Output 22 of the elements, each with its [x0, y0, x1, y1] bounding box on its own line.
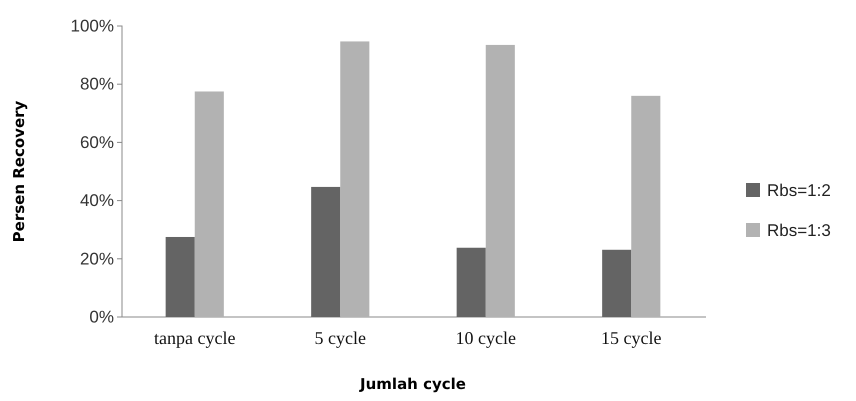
x-tick-label: 10 cycle — [456, 328, 516, 348]
y-axis-title: Persen Recovery — [10, 100, 28, 242]
bar — [486, 44, 515, 317]
y-tick-label: 40% — [80, 191, 114, 210]
x-tick-label: tanpa cycle — [154, 328, 236, 348]
x-axis-title: Jumlah cycle — [359, 375, 466, 393]
x-tick-label: 15 cycle — [601, 328, 662, 348]
bar — [602, 250, 632, 317]
y-tick-label: 20% — [80, 249, 114, 268]
y-tick-label: 0% — [89, 307, 114, 326]
y-tick-label: 100% — [70, 16, 114, 36]
y-tick-label: 60% — [80, 132, 114, 152]
bar — [456, 248, 486, 317]
legend-label: Rbs=1:3 — [767, 221, 831, 240]
y-tick-label: 80% — [80, 74, 114, 94]
bar — [166, 236, 195, 317]
bar — [311, 186, 340, 317]
bar — [631, 96, 660, 317]
bar — [194, 91, 224, 317]
bar — [340, 41, 370, 317]
x-tick-label: 5 cycle — [314, 328, 366, 348]
legend-label: Rbs=1:2 — [767, 181, 831, 200]
